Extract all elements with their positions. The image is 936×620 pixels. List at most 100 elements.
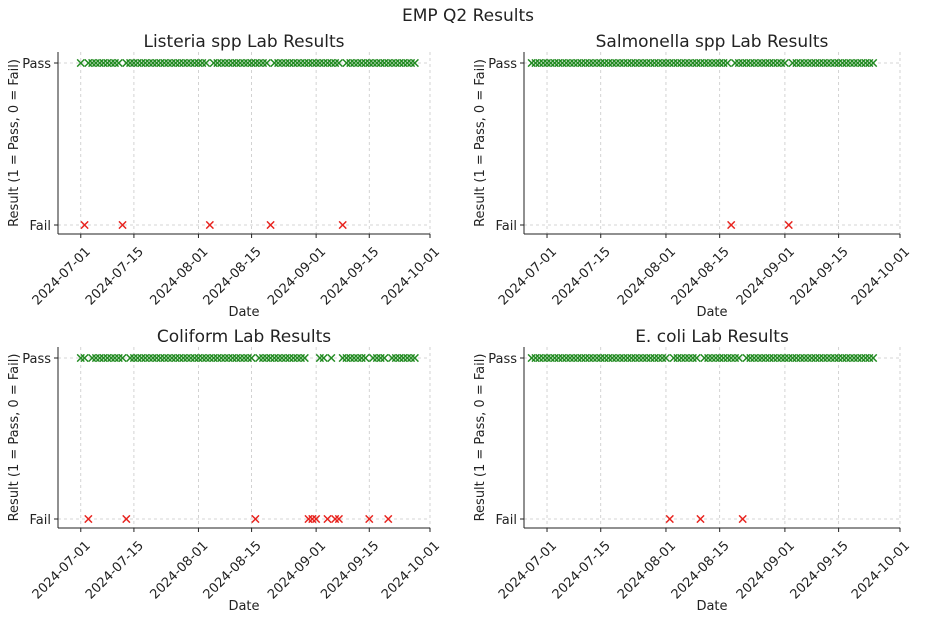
pass-marker (784, 353, 793, 363)
pass-marker (308, 58, 317, 68)
pass-marker (361, 58, 370, 68)
pass-marker (780, 58, 790, 68)
pass-marker (869, 58, 878, 68)
pass-marker (342, 353, 351, 363)
pass-marker (327, 353, 336, 363)
pass-marker (391, 353, 400, 363)
pass-marker (163, 353, 173, 363)
pass-marker (623, 58, 632, 68)
pass-marker (403, 353, 412, 363)
fail-marker (266, 220, 275, 230)
y-axis-label: Result (1 = Pass, 0 = Fail) (7, 59, 22, 227)
pass-marker (349, 58, 359, 68)
pass-marker (646, 58, 655, 68)
pass-marker (91, 58, 101, 68)
fail-marker (118, 220, 127, 230)
pass-marker (815, 353, 824, 363)
figure-title: EMP Q2 Results (402, 6, 534, 26)
pass-marker (539, 353, 548, 363)
pass-marker (80, 353, 89, 363)
pass-marker (289, 353, 298, 363)
pass-marker (803, 353, 813, 363)
pass-marker (539, 58, 548, 68)
pass-marker (262, 58, 271, 68)
pass-marker (300, 58, 309, 68)
pass-marker (319, 353, 328, 363)
pass-marker (122, 58, 131, 68)
pass-marker (581, 58, 590, 68)
pass-marker (569, 58, 579, 68)
pass-marker (569, 353, 579, 363)
pass-marker (201, 58, 211, 68)
pass-marker (247, 353, 256, 363)
pass-marker (719, 58, 728, 68)
fail-marker (330, 514, 340, 524)
pass-marker (334, 58, 344, 68)
pass-marker (611, 58, 621, 68)
pass-marker (761, 58, 770, 68)
pass-marker (558, 58, 567, 68)
pass-marker (258, 353, 268, 363)
pass-marker (696, 58, 705, 68)
pass-marker (217, 353, 226, 363)
pass-marker (761, 353, 770, 363)
pass-marker (277, 58, 287, 68)
pass-marker (792, 353, 801, 363)
pass-marker (380, 58, 389, 68)
fail-marker (122, 514, 131, 524)
chart-title: Listeria spp Lab Results (143, 32, 344, 52)
y-axis-label: Result (1 = Pass, 0 = Fail) (7, 354, 22, 522)
pass-marker (857, 58, 866, 68)
fail-marker (784, 220, 793, 230)
pass-marker (792, 58, 801, 68)
pass-marker (857, 353, 866, 363)
pass-marker (410, 353, 419, 363)
pass-marker (815, 58, 824, 68)
pass-marker (869, 353, 878, 363)
pass-marker (91, 353, 101, 363)
pass-marker (558, 353, 567, 363)
pass-marker (803, 58, 813, 68)
pass-marker (205, 353, 214, 363)
pass-marker (707, 58, 717, 68)
pass-marker (707, 353, 717, 363)
pass-marker (391, 58, 400, 68)
x-axis-label: Date (696, 305, 727, 320)
y-tick-label: Pass (488, 57, 517, 72)
pass-marker (634, 353, 644, 363)
pass-marker (734, 353, 743, 363)
x-tick-label: 2024-10-01 (379, 538, 443, 602)
pass-marker (845, 58, 855, 68)
y-tick-label: Pass (22, 352, 51, 367)
pass-marker (742, 58, 751, 68)
pass-marker (661, 353, 671, 363)
pass-marker (118, 353, 127, 363)
pass-marker (742, 353, 751, 363)
x-tick-label: 2024-08-15 (669, 538, 733, 602)
pass-marker (175, 353, 184, 363)
x-tick-label: 2024-08-15 (669, 244, 733, 308)
chart-title: Coliform Lab Results (157, 327, 331, 347)
x-tick-label: 2024-07-15 (550, 538, 614, 602)
pass-marker (133, 58, 142, 68)
pass-marker (723, 58, 732, 68)
pass-marker (289, 58, 298, 68)
pass-marker (228, 58, 237, 68)
pass-marker (550, 353, 559, 363)
pass-marker (592, 353, 602, 363)
pass-marker (410, 58, 419, 68)
pass-marker (750, 58, 759, 68)
pass-marker (826, 353, 836, 363)
pass-marker (319, 58, 328, 68)
fail-marker (251, 514, 260, 524)
pass-marker (692, 353, 701, 363)
pass-marker (634, 58, 644, 68)
fail-marker (738, 514, 747, 524)
y-tick-label: Fail (496, 513, 517, 528)
pass-marker (750, 353, 759, 363)
pass-marker (330, 58, 340, 68)
pass-marker (730, 58, 740, 68)
pass-marker (592, 58, 602, 68)
